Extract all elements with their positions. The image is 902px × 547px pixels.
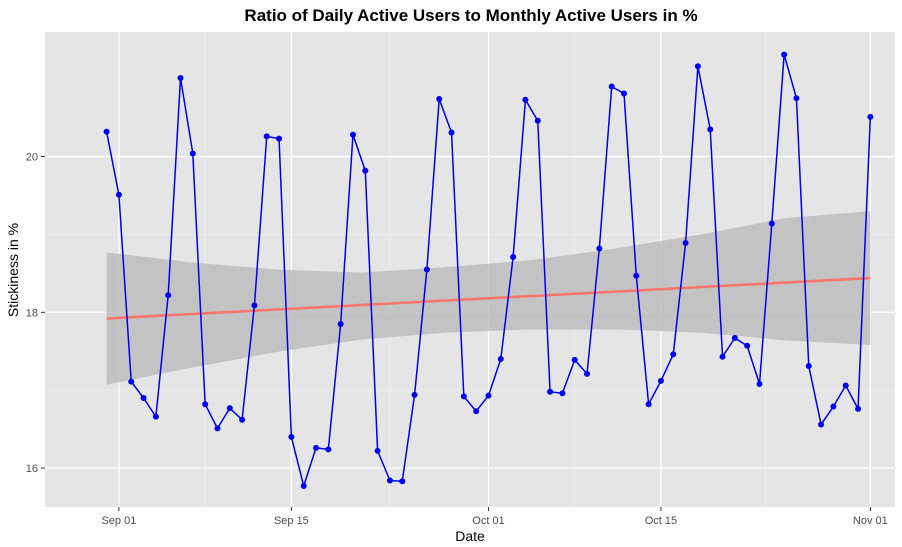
data-point (115, 191, 122, 198)
data-point (349, 131, 356, 138)
data-point (226, 405, 233, 412)
data-point (744, 342, 751, 349)
y-axis: 16 18 20 (26, 152, 45, 475)
data-point (436, 95, 443, 102)
data-point (165, 292, 172, 299)
chart-title: Ratio of Daily Active Users to Monthly A… (244, 6, 697, 25)
y-axis-title: Stickiness in % (5, 223, 21, 317)
data-point (547, 388, 554, 395)
data-point (793, 95, 800, 102)
data-point (189, 150, 196, 157)
trend-line-path (106, 276, 871, 320)
data-point (731, 335, 738, 342)
x-axis: Sep 01 Sep 15 Oct 01 Oct 15 Nov 01 (101, 507, 888, 527)
data-point (670, 351, 677, 358)
data-point (202, 401, 209, 408)
data-point (608, 83, 615, 90)
y-tick-label: 18 (26, 307, 38, 319)
data-point (263, 133, 270, 140)
data-point (288, 433, 295, 440)
data-point (633, 272, 640, 279)
x-tick-label: Nov 01 (853, 515, 888, 527)
data-point (510, 254, 517, 261)
data-point (411, 391, 418, 398)
data-point (276, 135, 283, 142)
data-point (719, 353, 726, 360)
data-point (855, 405, 862, 412)
x-tick-label: Sep 15 (274, 515, 309, 527)
data-point (867, 113, 874, 120)
data-point (534, 117, 541, 124)
data-point (620, 90, 627, 97)
data-point (682, 240, 689, 247)
data-point (300, 482, 307, 489)
data-point (460, 393, 467, 400)
data-point (362, 167, 369, 174)
y-tick-label: 16 (26, 463, 38, 475)
data-point (103, 128, 110, 135)
data-point (571, 356, 578, 363)
data-point (768, 220, 775, 227)
data-point (337, 321, 344, 328)
data-point (522, 96, 529, 103)
data-point (756, 380, 763, 387)
data-point (842, 382, 849, 389)
data-point (214, 425, 221, 432)
data-point (596, 245, 603, 252)
data-point (485, 392, 492, 399)
data-point (473, 408, 480, 415)
trend-line (106, 276, 871, 320)
data-point (423, 266, 430, 273)
data-point (645, 401, 652, 408)
data-point (694, 63, 701, 70)
data-point (707, 126, 714, 133)
data-point (805, 363, 812, 370)
data-point (239, 416, 246, 423)
x-axis-title: Date (455, 528, 485, 544)
data-point (386, 477, 393, 484)
data-point (830, 403, 837, 410)
data-point (374, 447, 381, 454)
data-point (251, 302, 258, 309)
data-point (584, 370, 591, 377)
data-point (128, 378, 135, 385)
data-point (399, 478, 406, 485)
y-tick-label: 20 (26, 152, 38, 164)
data-point (140, 394, 147, 401)
x-tick-label: Oct 01 (472, 515, 504, 527)
data-point (818, 421, 825, 428)
data-point (559, 390, 566, 397)
data-point (497, 356, 504, 363)
data-point (781, 51, 788, 58)
data-point (313, 444, 320, 451)
data-point (325, 446, 332, 453)
data-point (448, 129, 455, 136)
x-tick-label: Sep 01 (101, 515, 136, 527)
data-point (657, 377, 664, 384)
data-point (152, 413, 159, 420)
series-points (103, 51, 874, 489)
data-point (177, 74, 184, 81)
x-tick-label: Oct 15 (645, 515, 677, 527)
